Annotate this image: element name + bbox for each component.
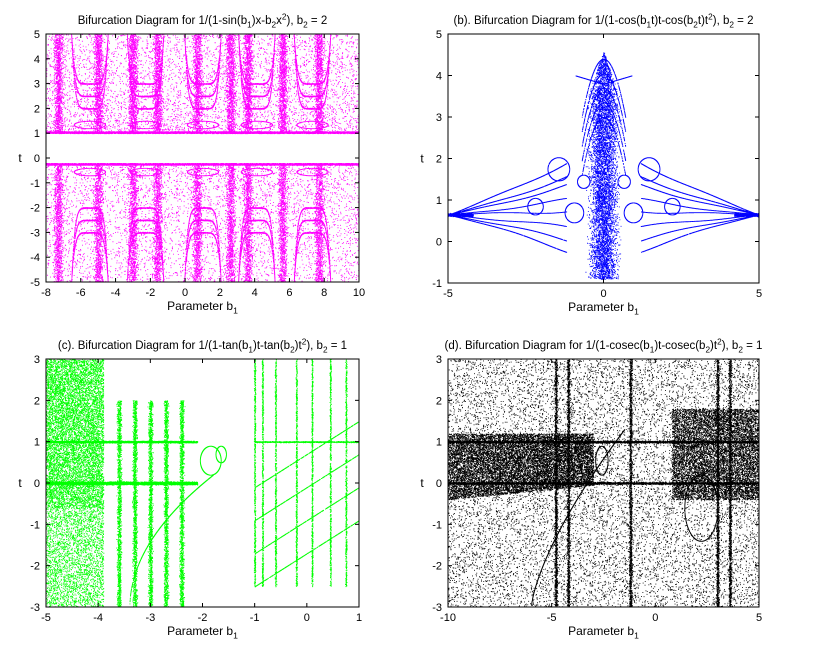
y-tick-label: 3	[436, 354, 442, 366]
x-tick-label: -10	[440, 612, 456, 624]
y-tick-label: -2	[432, 561, 442, 573]
y-tick-label: -5	[30, 277, 40, 289]
y-tick-label: -1	[432, 519, 442, 531]
x-tick-label: 0	[304, 612, 310, 624]
x-tick-label: -5	[41, 612, 51, 624]
y-tick-label: 4	[436, 71, 442, 83]
x-tick-label: 5	[756, 612, 762, 624]
y-tick-label: -3	[30, 602, 40, 614]
x-tick-label: -5	[443, 288, 453, 300]
y-tick-label: 0	[436, 237, 442, 249]
x-tick-label: 10	[353, 287, 365, 299]
y-tick-label: 5	[34, 29, 40, 41]
x-tick-label: 0	[652, 612, 658, 624]
y-tick-label: -2	[30, 561, 40, 573]
y-tick-label: 2	[436, 395, 442, 407]
x-tick-label: -4	[93, 612, 103, 624]
x-tick-label: -6	[76, 287, 86, 299]
y-tick-label: -3	[432, 602, 442, 614]
y-tick-label: 2	[436, 154, 442, 166]
chart-title: Bifurcation Diagram for 1/(1-sin(b1)x-b2…	[78, 12, 328, 29]
chart-title: (d). Bifurcation Diagram for 1/(1-cosec(…	[445, 337, 763, 354]
x-tick-label: -2	[145, 287, 155, 299]
y-tick-label: -2	[30, 203, 40, 215]
y-tick-label: 0	[34, 153, 40, 165]
y-tick-label: 3	[34, 354, 40, 366]
x-tick-label: 2	[217, 287, 223, 299]
x-tick-label: -2	[198, 612, 208, 624]
y-tick-label: -3	[30, 227, 40, 239]
y-tick-label: 1	[34, 128, 40, 140]
x-tick-label: -4	[111, 287, 121, 299]
y-tick-label: 0	[436, 478, 442, 490]
x-tick-label: 1	[356, 612, 362, 624]
x-tick-label: 0	[600, 288, 606, 300]
y-tick-label: -1	[30, 519, 40, 531]
x-tick-label: -5	[547, 612, 557, 624]
x-tick-label: 0	[182, 287, 188, 299]
y-tick-label: 5	[436, 29, 442, 41]
y-tick-label: 0	[34, 478, 40, 490]
y-tick-label: 1	[436, 437, 442, 449]
y-tick-label: 3	[34, 79, 40, 91]
x-tick-label: 4	[252, 287, 258, 299]
x-tick-label: 8	[321, 287, 327, 299]
y-tick-label: -1	[30, 178, 40, 190]
y-tick-label: 1	[436, 195, 442, 207]
y-tick-label: 3	[436, 112, 442, 124]
x-tick-label: -3	[145, 612, 155, 624]
y-tick-label: 1	[34, 437, 40, 449]
x-tick-label: 5	[756, 288, 762, 300]
y-tick-label: 2	[34, 103, 40, 115]
y-tick-label: -4	[30, 252, 40, 264]
x-tick-label: -1	[250, 612, 260, 624]
y-tick-label: -1	[432, 278, 442, 290]
x-tick-label: -8	[41, 287, 51, 299]
x-tick-label: 6	[286, 287, 292, 299]
y-tick-label: 4	[34, 54, 40, 66]
y-tick-label: 2	[34, 395, 40, 407]
